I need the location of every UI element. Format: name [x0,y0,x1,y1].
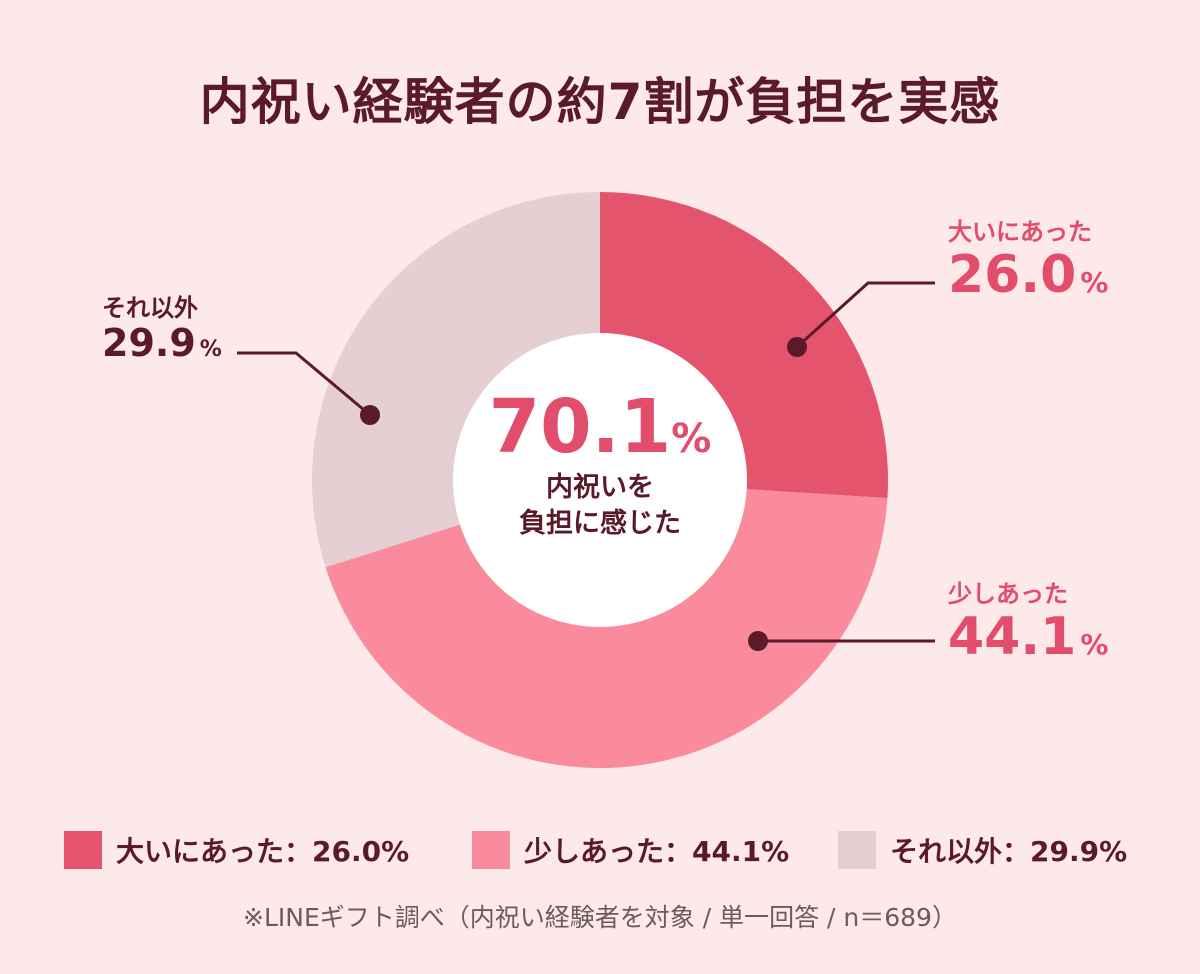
legend-item-sorre-igai: それ以外：29.9% [838,830,1127,870]
footnote: ※LINEギフト調べ（内祝い経験者を対象 / 単一回答 / n＝689） [243,903,957,932]
callout-ooini-label: 大いにあった [948,218,1092,246]
callout-ooini: 大いにあった 26.0% [948,212,1108,304]
callout-sorre-igai-unit: % [199,337,222,362]
legend-swatch-sorre-igai [838,831,876,869]
callout-sorre-igai: それ以外 29.9% [102,288,222,365]
leader-dot-sukoshi [748,631,768,651]
center-value-wrap: 70.1% [450,390,750,464]
callout-sorre-igai-value-wrap: 29.9% [102,321,222,365]
callout-sukoshi: 少しあった 44.1% [948,574,1108,666]
callout-sukoshi-unit: % [1080,628,1109,661]
legend-swatch-sukoshi [472,831,510,869]
callout-sorre-igai-value: 29.9 [102,321,196,365]
legend-text-sukoshi: 少しあった：44.1% [524,835,790,868]
center-caption: 内祝いを 負担に感じた [450,470,750,543]
center-unit: % [671,416,712,462]
chart-title: 内祝い経験者の約7割が負担を実感 [199,73,1001,131]
callout-ooini-value: 26.0 [948,245,1077,305]
callout-sukoshi-value: 44.1 [948,607,1077,667]
legend: 大いにあった：26.0% 少しあった：44.1% それ以外：29.9% [0,830,1200,870]
legend-swatch-ooini [64,831,102,869]
leader-line-sorre-igai [237,351,371,417]
callout-sukoshi-value-wrap: 44.1% [948,607,1109,667]
callout-sukoshi-label: 少しあった [948,580,1068,608]
center-caption-line1: 内祝いを [546,472,654,503]
leader-dot-sorre-igai [360,405,380,425]
callout-sorre-igai-label: それ以外 [102,294,198,322]
legend-text-ooini: 大いにあった：26.0% [116,835,410,868]
center-caption-line2: 負担に感じた [519,508,681,540]
donut-hole [453,333,747,627]
leader-dot-ooini [787,337,807,357]
legend-item-sukoshi: 少しあった：44.1% [472,830,789,870]
legend-text-sorre-igai: それ以外：29.9% [890,835,1128,868]
callout-ooini-unit: % [1080,266,1109,299]
donut-center: 70.1% 内祝いを 負担に感じた [450,390,750,543]
leader-line-ooini [795,281,935,349]
legend-item-ooini: 大いにあった：26.0% [64,830,409,870]
center-value: 70.1 [488,384,672,470]
callout-ooini-value-wrap: 26.0% [948,245,1109,305]
